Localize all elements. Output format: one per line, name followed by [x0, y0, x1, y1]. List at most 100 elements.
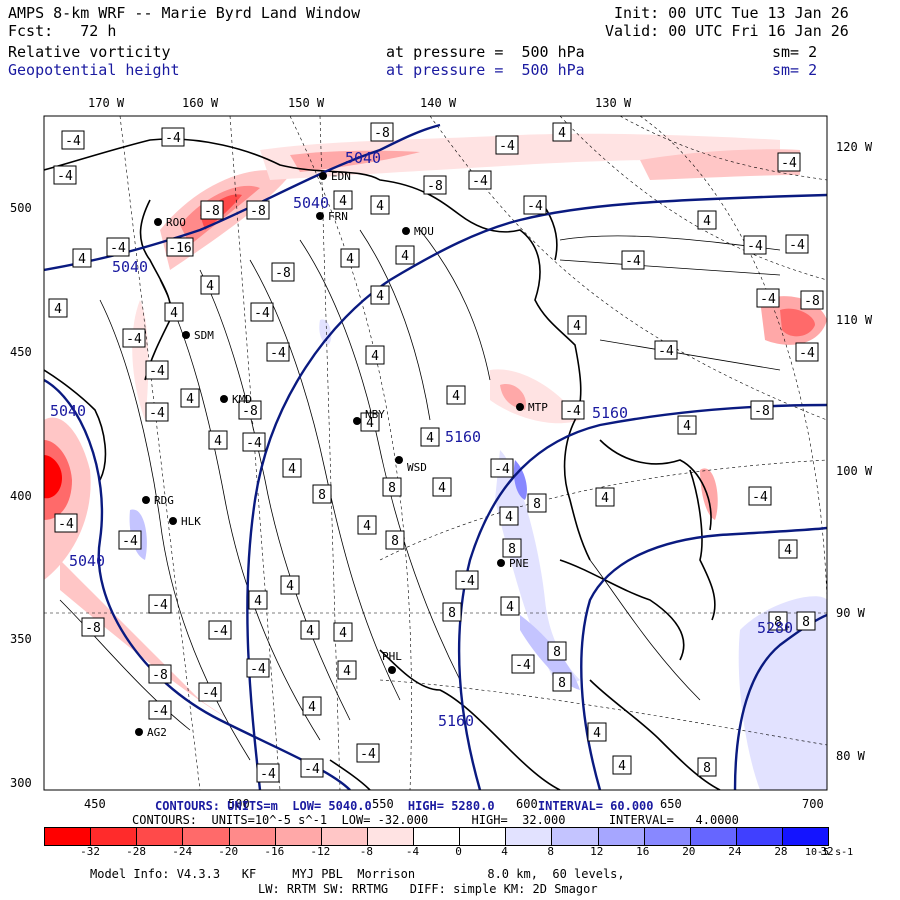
map-frame [43, 115, 828, 791]
field1-smoothing: sm= 2 [772, 43, 818, 61]
colorbar-label: -20 [218, 845, 239, 858]
colorbar-label: 32 [820, 845, 834, 858]
right-lon-label: 80 W [836, 749, 866, 763]
vort-label: -4 [202, 686, 218, 701]
right-lon-label: 110 W [836, 313, 873, 327]
vort-label: 4 [376, 289, 384, 304]
station-hlk: HLK [169, 515, 201, 528]
colorbar-segment [367, 828, 414, 845]
bottom-tick: 650 [660, 797, 682, 811]
station-label: KMD [232, 393, 252, 406]
station-phl: PHL [382, 650, 402, 674]
vort-label: 4 [170, 306, 178, 321]
vort-label: 8 [802, 615, 810, 630]
vort-label: 4 [784, 543, 792, 558]
vort-label: -4 [149, 406, 165, 421]
vort-label: 4 [506, 600, 514, 615]
top-lon-label: 170 W [88, 96, 125, 110]
vort-label: -4 [246, 436, 262, 451]
top-lon-label: 140 W [420, 96, 457, 110]
forecast-hour: Fcst: 72 h [8, 22, 117, 40]
vort-label: 8 [388, 481, 396, 496]
station-nby: NBY [353, 408, 385, 425]
vort-label: 4 [376, 199, 384, 214]
vort-label: -4 [472, 174, 488, 189]
vort-label: -4 [799, 346, 815, 361]
vort-label: 4 [703, 214, 711, 229]
height-label: 5040 [50, 402, 86, 420]
right-lon-label: 100 W [836, 464, 873, 478]
colorbar-segment [45, 828, 92, 845]
vort-label: -4 [527, 199, 543, 214]
colorbar-segment [229, 828, 276, 845]
colorbar-label: -16 [264, 845, 285, 858]
vort-label: -4 [459, 574, 475, 589]
vort-label: -4 [165, 131, 181, 146]
bottom-tick: 550 [372, 797, 394, 811]
field1-level: at pressure = 500 hPa [386, 43, 585, 61]
field1-name: Relative vorticity [8, 43, 171, 61]
left-tick: 400 [10, 489, 32, 503]
station-label: NBY [365, 408, 385, 421]
colorbar-segment [275, 828, 322, 845]
map-title: AMPS 8-km WRF -- Marie Byrd Land Window [8, 4, 361, 22]
field2-name: Geopotential height [8, 61, 180, 79]
vort-label: 4 [558, 126, 566, 141]
vort-label: 4 [54, 302, 62, 317]
vort-label: -8 [427, 179, 443, 194]
colorbar-label: 16 [636, 845, 650, 858]
vort-label: 4 [346, 252, 354, 267]
axis-labels: 170 W 160 W 150 W 140 W 130 W 120 W 110 … [10, 96, 873, 811]
station-label: WSD [407, 461, 427, 474]
vort-label: 4 [363, 519, 371, 534]
vort-label: 4 [288, 462, 296, 477]
top-lon-label: 160 W [182, 96, 219, 110]
colorbar-segment [644, 828, 691, 845]
colorbar-segment [506, 828, 553, 845]
vort-label: 4 [306, 624, 314, 639]
station-edn: EDN [319, 170, 351, 183]
vort-label: 4 [573, 319, 581, 334]
vort-label: -8 [754, 404, 770, 419]
vort-label: -8 [804, 294, 820, 309]
colorbar-segment [552, 828, 599, 845]
vort-label: -4 [625, 254, 641, 269]
colorbar-label: 20 [682, 845, 696, 858]
vort-label: 4 [683, 419, 691, 434]
vort-label: -4 [304, 762, 320, 777]
station-label: AG2 [147, 726, 167, 739]
vort-label: -8 [204, 204, 220, 219]
model-info: Model Info: V4.3.3 KF MYJ PBL Morrison 8… [90, 867, 625, 881]
vort-label: 8 [553, 645, 561, 660]
colorbar-label: 12 [590, 845, 604, 858]
vort-label: -4 [152, 598, 168, 613]
station-wsd: WSD [395, 456, 427, 474]
station-label: PNE [509, 557, 529, 570]
height-labels: 5040 5040 5040 5040 5040 5160 5160 5160 … [50, 149, 793, 730]
vort-label: -4 [789, 238, 805, 253]
vort-label: -8 [374, 126, 390, 141]
colorbar-segment [91, 828, 138, 845]
vort-label: -4 [270, 346, 286, 361]
top-lon-label: 130 W [595, 96, 632, 110]
vort-label: -8 [275, 266, 291, 281]
vort-label: 4 [618, 759, 626, 774]
right-lon-label: 90 W [836, 606, 866, 620]
vort-label: -4 [65, 134, 81, 149]
colorbar-segment [321, 828, 368, 845]
vort-label: 8 [391, 534, 399, 549]
colorbar-segment [690, 828, 737, 845]
vort-label: -4 [747, 239, 763, 254]
vort-label: 4 [601, 491, 609, 506]
station-label: EDN [331, 170, 351, 183]
vort-label: -4 [658, 344, 674, 359]
colorbar-label: 8 [547, 845, 554, 858]
vorticity-contours [59, 229, 781, 761]
colorbar-label: -12 [310, 845, 331, 858]
vort-label: 4 [366, 416, 374, 431]
vort-label: 4 [206, 279, 214, 294]
colorbar-segment [783, 828, 829, 845]
vort-label: 4 [286, 579, 294, 594]
station-label: FRN [328, 210, 348, 223]
vort-label: 4 [254, 594, 262, 609]
